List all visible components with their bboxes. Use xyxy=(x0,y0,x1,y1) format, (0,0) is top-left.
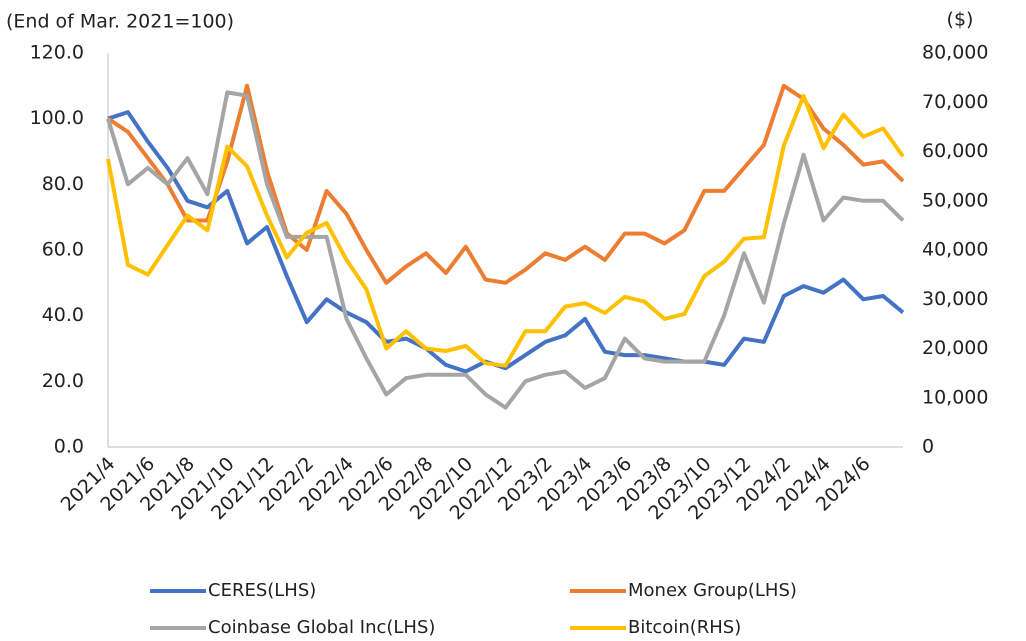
y-tick-label: 80.0 xyxy=(42,173,84,195)
legend-label: Bitcoin(RHS) xyxy=(628,617,741,638)
y2-tick-label: 50,000 xyxy=(922,189,988,211)
legend-label: CERES(LHS) xyxy=(208,580,316,601)
y-axis-label: (End of Mar. 2021=100) xyxy=(6,11,234,33)
series-line xyxy=(107,110,905,374)
y2-tick-label: 40,000 xyxy=(922,239,988,261)
y-tick-label: 100.0 xyxy=(30,107,84,129)
y2-axis-label: ($) xyxy=(947,9,974,31)
y-tick-label: 60.0 xyxy=(42,239,84,261)
y2-tick-label: 60,000 xyxy=(922,140,988,162)
y-tick-label: 20.0 xyxy=(42,370,84,392)
series-line xyxy=(106,83,905,285)
y-tick-label: 120.0 xyxy=(30,42,84,64)
series-line xyxy=(106,93,905,368)
y2-tick-label: 70,000 xyxy=(922,91,988,113)
y2-tick-label: 30,000 xyxy=(922,288,988,310)
series-line xyxy=(106,90,905,410)
y-tick-label: 0.0 xyxy=(54,436,84,458)
y2-tick-label: 10,000 xyxy=(922,386,988,408)
legend-label: Coinbase Global Inc(LHS) xyxy=(208,617,435,638)
y-tick-label: 40.0 xyxy=(42,304,84,326)
y2-tick-label: 0 xyxy=(922,436,934,458)
legend-label: Monex Group(LHS) xyxy=(628,580,797,601)
y2-tick-label: 80,000 xyxy=(922,42,988,64)
y2-tick-label: 20,000 xyxy=(922,337,988,359)
